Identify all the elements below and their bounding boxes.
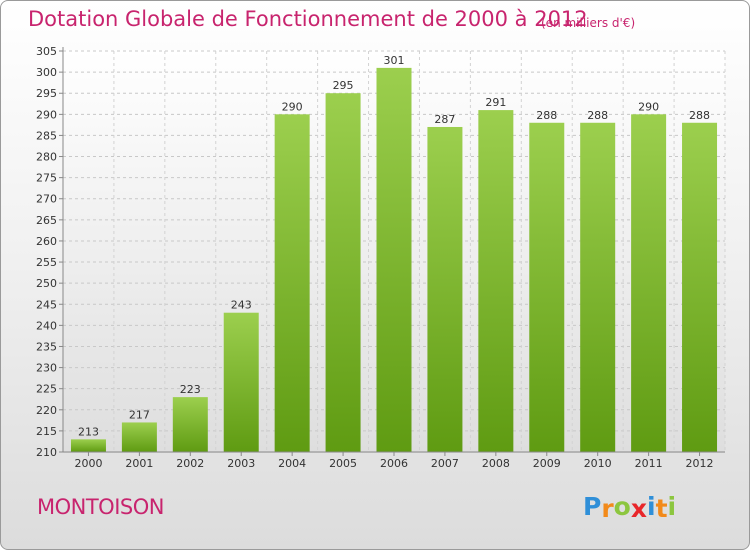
y-tick-label: 240 (36, 319, 57, 332)
x-tick-label: 2003 (227, 457, 255, 470)
logo-letter: i (647, 492, 656, 521)
y-tick-label: 260 (36, 235, 57, 248)
x-tick-label: 2000 (74, 457, 102, 470)
x-tick-label: 2010 (584, 457, 612, 470)
y-tick-label: 280 (36, 151, 57, 164)
y-tick-label: 220 (36, 404, 57, 417)
bar-value-label: 290 (282, 100, 303, 113)
x-tick-label: 2007 (431, 457, 459, 470)
bar-value-label: 295 (333, 79, 354, 92)
x-tick-label: 2008 (482, 457, 510, 470)
logo-letter: i (667, 492, 677, 521)
proxiti-logo: Proxiti (583, 492, 677, 523)
bar (376, 67, 412, 452)
bar-value-label: 223 (180, 383, 201, 396)
x-tick-label: 2006 (380, 457, 408, 470)
y-tick-label: 290 (36, 108, 57, 121)
y-tick-label: 305 (36, 45, 57, 58)
x-tick-label: 2005 (329, 457, 357, 470)
chart-title: Dotation Globale de Fonctionnement de 20… (28, 7, 588, 31)
bar (274, 114, 310, 452)
x-tick-label: 2011 (635, 457, 663, 470)
bar-value-label: 301 (384, 54, 405, 67)
logo-letter: P (583, 492, 602, 521)
y-tick-label: 285 (36, 129, 57, 142)
bar (223, 312, 259, 452)
y-tick-label: 230 (36, 362, 57, 375)
y-tick-label: 245 (36, 298, 57, 311)
bar (580, 122, 616, 452)
bar (427, 126, 463, 453)
bar (121, 422, 157, 452)
x-tick-label: 2002 (176, 457, 204, 470)
bar-value-label: 288 (587, 109, 608, 122)
bar-value-label: 213 (78, 425, 99, 438)
commune-name: MONTOISON (37, 495, 164, 519)
y-tick-label: 265 (36, 214, 57, 227)
y-tick-label: 235 (36, 340, 57, 353)
logo-letter: t (655, 494, 668, 523)
bar-value-label: 288 (536, 109, 557, 122)
bar (478, 110, 514, 453)
logo-letter: r (601, 494, 614, 523)
bar (70, 439, 106, 452)
logo-letter: o (613, 492, 631, 521)
bar-value-label: 288 (689, 109, 710, 122)
y-tick-label: 225 (36, 383, 57, 396)
bar-value-label: 287 (434, 113, 455, 126)
y-tick-label: 295 (36, 87, 57, 100)
bar-value-label: 291 (485, 96, 506, 109)
x-tick-label: 2004 (278, 457, 306, 470)
bar (529, 122, 565, 452)
y-tick-label: 300 (36, 66, 57, 79)
bar (172, 397, 208, 452)
y-tick-label: 255 (36, 256, 57, 269)
y-tick-label: 210 (36, 446, 57, 459)
bar (325, 93, 361, 453)
logo-letter: x (630, 494, 647, 523)
bar (682, 122, 718, 452)
y-tick-label: 275 (36, 172, 57, 185)
bar-value-label: 243 (231, 299, 252, 312)
y-tick-label: 215 (36, 425, 57, 438)
x-tick-label: 2009 (533, 457, 561, 470)
y-tick-label: 270 (36, 193, 57, 206)
x-tick-label: 2001 (125, 457, 153, 470)
bar-value-label: 217 (129, 408, 150, 421)
chart-unit: (en milliers d'€) (541, 16, 636, 30)
bar-value-label: 290 (638, 100, 659, 113)
bar (631, 114, 667, 452)
x-tick-label: 2012 (686, 457, 714, 470)
y-tick-label: 250 (36, 277, 57, 290)
